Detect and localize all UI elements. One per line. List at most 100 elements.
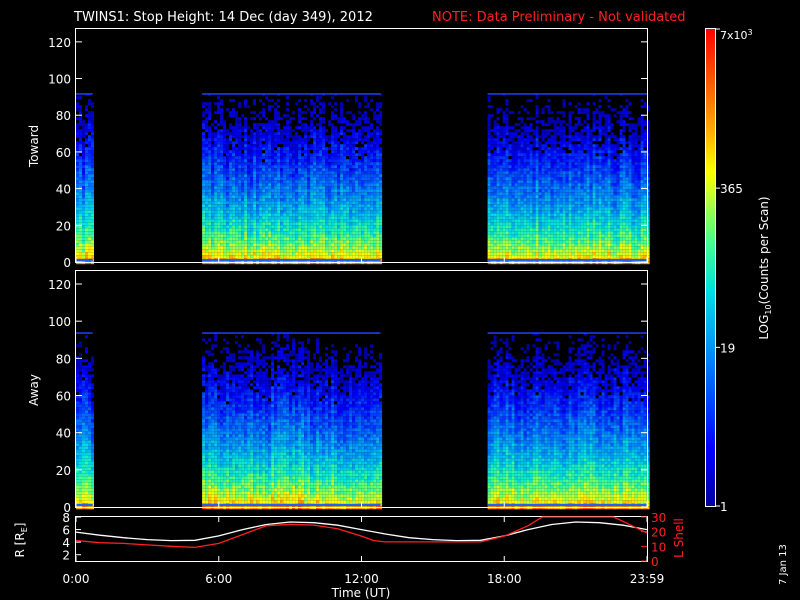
heatmap-cell [487,156,491,160]
heatmap-cell [247,219,251,223]
heatmap-cell [268,204,272,208]
heatmap-cell [517,252,521,256]
heatmap-cell [247,126,251,130]
heatmap-cell [268,105,272,109]
heatmap-cell [499,240,503,244]
heatmap-cell [244,162,248,166]
heatmap-cell [523,102,527,106]
heatmap-cell [313,255,317,259]
heatmap-cell [208,180,212,184]
heatmap-cell [322,252,326,256]
heatmap-cell [361,108,365,112]
heatmap-cell [259,96,263,100]
heatmap-cell [349,117,353,121]
heatmap-cell [355,225,359,229]
heatmap-cell [520,174,524,178]
heatmap-cell [256,162,260,166]
heatmap-cell [88,213,91,217]
heatmap-cell [235,204,239,208]
heatmap-cell [532,99,536,103]
heatmap-cell [487,114,491,118]
heatmap-cell [262,141,266,145]
heatmap-cell [238,222,242,226]
heatmap-cell [499,246,503,250]
heatmap-cell [76,117,79,121]
heatmap-cell [337,180,341,184]
heatmap-cell [526,156,530,160]
heatmap-cell [331,189,335,193]
heatmap-cell [301,237,305,241]
heatmap-cell [337,108,341,112]
heatmap-cell [280,207,284,211]
heatmap-cell [322,147,326,151]
heatmap-cell [232,168,236,172]
heatmap-cell [319,156,323,160]
heatmap-cell [340,228,344,232]
heatmap-cell [283,198,287,202]
heatmap-cell [295,156,299,160]
heatmap-cell [262,255,266,259]
heatmap-cell [358,195,362,199]
heatmap-cell [202,150,206,154]
heatmap-cell [226,108,230,112]
heatmap-cell [538,150,542,154]
heatmap-cell [490,171,494,175]
heatmap-cell [352,198,356,202]
heatmap-cell [550,114,554,118]
heatmap-cell [496,195,500,199]
heatmap-cell [538,255,542,259]
heatmap-cell [253,138,257,142]
heatmap-cell [346,204,350,208]
heatmap-cell [526,126,530,130]
heatmap-cell [334,201,338,205]
heatmap-cell [502,210,506,214]
heatmap-cell [232,216,236,220]
heatmap-cell [91,135,94,139]
heatmap-cell [295,192,299,196]
heatmap-cell [535,120,539,124]
heatmap-cell [529,147,533,151]
heatmap-cell [280,147,284,151]
heatmap-cell [232,240,236,244]
heatmap-cell [340,147,344,151]
heatmap-cell [253,189,257,193]
heatmap-cell [241,144,245,148]
heatmap-cell [283,201,287,205]
heatmap-cell [307,222,311,226]
heatmap-cell [490,216,494,220]
heatmap-cell [526,204,530,208]
heatmap-cell [253,180,257,184]
heatmap-cell [211,195,215,199]
heatmap-cell [223,132,227,136]
heatmap-cell [274,201,278,205]
heatmap-cell [331,114,335,118]
heatmap-cell [256,144,260,148]
heatmap-cell [358,123,362,127]
heatmap-cell [547,213,551,217]
heatmap-cell [220,246,224,250]
heatmap-cell [376,195,380,199]
heatmap-cell [283,183,287,187]
heatmap-cell [367,150,371,154]
heatmap-cell [217,132,221,136]
heatmap-cell [511,204,515,208]
heatmap-cell [253,159,257,163]
heatmap-cell [310,183,314,187]
heatmap-cell [85,240,88,244]
heatmap-cell [217,255,221,259]
heatmap-cell [214,237,218,241]
heatmap-cell [211,213,215,217]
heatmap-cell [328,240,332,244]
heatmap-cell [526,177,530,181]
heatmap-cell [535,132,539,136]
heatmap-cell [247,96,251,100]
heatmap-cell [337,138,341,142]
heatmap-cell [238,255,242,259]
heatmap-cell [538,204,542,208]
heatmap-cell [82,129,85,133]
heatmap-cell [265,117,269,121]
heatmap-cell [505,105,509,109]
heatmap-cell [76,147,79,151]
heatmap-cell [298,180,302,184]
heatmap-cell [205,96,209,100]
